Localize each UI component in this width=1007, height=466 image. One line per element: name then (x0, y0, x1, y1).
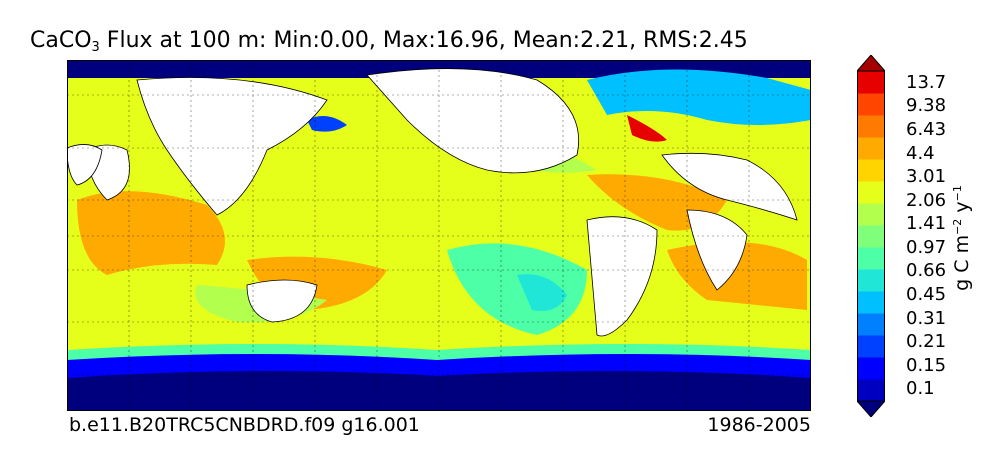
colorbar-tick-label: 4.4 (906, 142, 935, 164)
colorbar-tick-label: 0.21 (906, 331, 947, 353)
colorbar-tick-label: 0.31 (906, 307, 947, 329)
colorbar (857, 55, 885, 417)
colorbar-tick-label: 2.06 (906, 189, 947, 211)
colorbar-label: g C m−2 y−1 (950, 185, 974, 291)
colorbar-segment (857, 335, 885, 358)
gridlines (67, 60, 811, 411)
colorbar-segment (857, 181, 885, 204)
colorbar-segment (857, 379, 885, 402)
period-label: 1986-2005 (707, 414, 811, 436)
flux-map (67, 60, 811, 411)
colorbar-segment (857, 71, 885, 94)
colorbar-frame (857, 70, 885, 402)
title-subscript: 3 (91, 40, 100, 55)
colorbar-tick-label: 6.43 (906, 118, 947, 140)
colorbar-segment (857, 159, 885, 182)
colorbar-extend-max (857, 55, 885, 72)
colorbar-tick-label: 3.01 (906, 166, 947, 188)
colorbar-tick-label: 9.38 (906, 95, 947, 117)
colorbar-segment (857, 93, 885, 116)
colorbar-segment (857, 247, 885, 270)
colorbar-segment (857, 203, 885, 226)
colorbar-segment (857, 137, 885, 160)
colorbar-segment (857, 313, 885, 336)
colorbar-tick-label: 13.7 (906, 71, 947, 93)
colorbar-tick-label: 0.1 (906, 378, 935, 400)
map-frame (67, 60, 811, 411)
colorbar-segment (857, 357, 885, 380)
colorbar-tick-label: 0.45 (906, 283, 947, 305)
chart-title: CaCO3 Flux at 100 m: Min:0.00, Max:16.96… (30, 28, 748, 55)
colorbar-extend-min (857, 400, 885, 417)
colorbar-segment (857, 225, 885, 248)
colorbar-segment (857, 291, 885, 314)
colorbar-segment (857, 269, 885, 292)
colorbar-tick-label: 0.97 (906, 236, 947, 258)
colorbar-tick-label: 0.66 (906, 260, 947, 282)
colorbar-tick-label: 0.15 (906, 354, 947, 376)
case-label: b.e11.B20TRC5CNBDRD.f09 g16.001 (69, 414, 420, 436)
colorbar-tick-label: 1.41 (906, 213, 947, 235)
colorbar-segment (857, 115, 885, 138)
